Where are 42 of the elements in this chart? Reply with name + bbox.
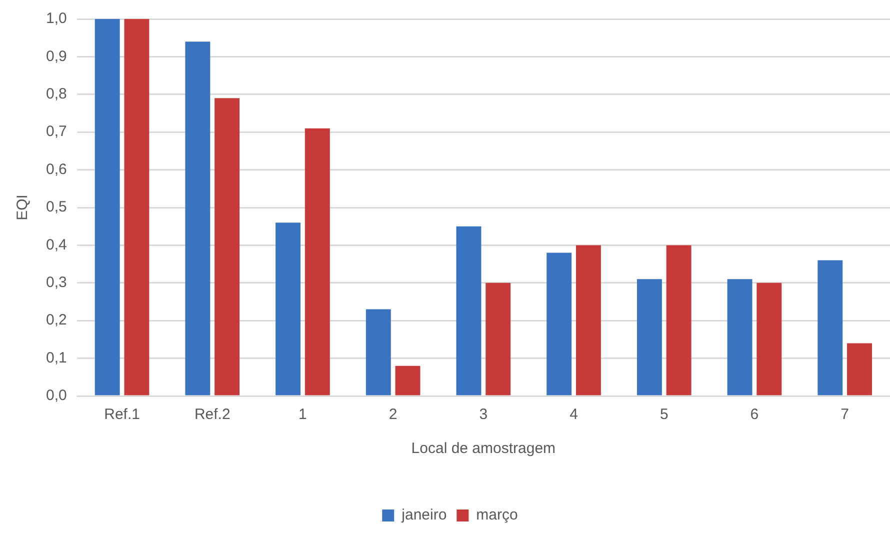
bar [818, 260, 843, 396]
y-tick-label: 0,7 [46, 123, 67, 140]
bar [727, 279, 752, 396]
bar [185, 42, 210, 396]
y-tick-label: 0,8 [46, 86, 67, 103]
x-tick-label: 2 [388, 406, 398, 424]
x-tick-label: Ref.1 [104, 406, 140, 424]
y-axis-title: EQI [14, 194, 32, 220]
bar [666, 245, 692, 396]
bar [546, 252, 572, 396]
bar [94, 19, 120, 396]
bar [576, 245, 601, 396]
y-tick-label: 0,3 [46, 274, 67, 292]
y-tick-label: 0,2 [46, 312, 67, 329]
x-tick-label: 6 [750, 406, 759, 424]
bar [456, 226, 482, 396]
bar [366, 309, 391, 396]
bar [756, 282, 782, 396]
legend-label: março [476, 506, 518, 524]
bar [276, 222, 301, 396]
x-tick-label: Ref.2 [194, 406, 230, 424]
y-tick-label: 0,1 [46, 349, 67, 366]
x-axis-title: Local de amostragem [411, 440, 556, 458]
bar [847, 343, 872, 396]
y-tick-label: 0,6 [46, 160, 67, 178]
y-tick-label: 0,4 [46, 236, 67, 254]
bar [304, 128, 330, 396]
y-tick-label: 0,5 [46, 198, 67, 216]
y-tick-label: 0,0 [46, 387, 67, 404]
bar [124, 19, 150, 396]
x-tick-label: 5 [660, 406, 668, 424]
x-tick-label: 3 [479, 406, 488, 424]
x-tick-label: 4 [570, 406, 578, 424]
y-tick-label: 0,9 [46, 48, 67, 65]
bar [214, 98, 240, 396]
x-tick-label: 7 [840, 406, 849, 424]
bar [486, 282, 511, 396]
bar [395, 366, 420, 396]
y-tick-label: 1,0 [46, 10, 67, 28]
legend-label: janeiro [400, 506, 447, 524]
x-tick-label: 1 [298, 406, 307, 424]
bar [636, 279, 662, 396]
